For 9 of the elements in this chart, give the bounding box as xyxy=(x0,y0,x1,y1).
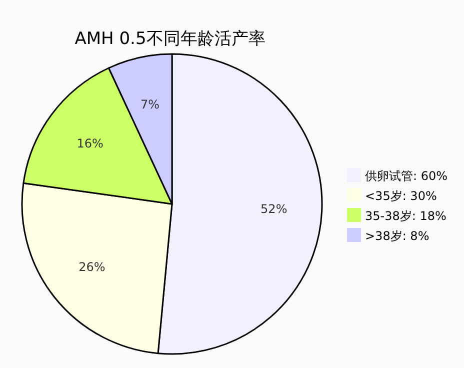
data-label: 16% xyxy=(76,136,104,150)
chart-title: AMH 0.5不同年龄活产率 xyxy=(74,29,266,49)
data-label: 52% xyxy=(260,202,288,216)
slice-label: 供卵试管: 60% xyxy=(365,169,448,183)
data-label: 7% xyxy=(140,97,160,112)
legend-label: >38岁: 8% xyxy=(365,229,430,243)
data-label: 26% xyxy=(78,260,106,274)
legend-label: <35岁: 30% xyxy=(365,189,437,203)
legend-label: 35-38岁: 18% xyxy=(365,209,446,223)
